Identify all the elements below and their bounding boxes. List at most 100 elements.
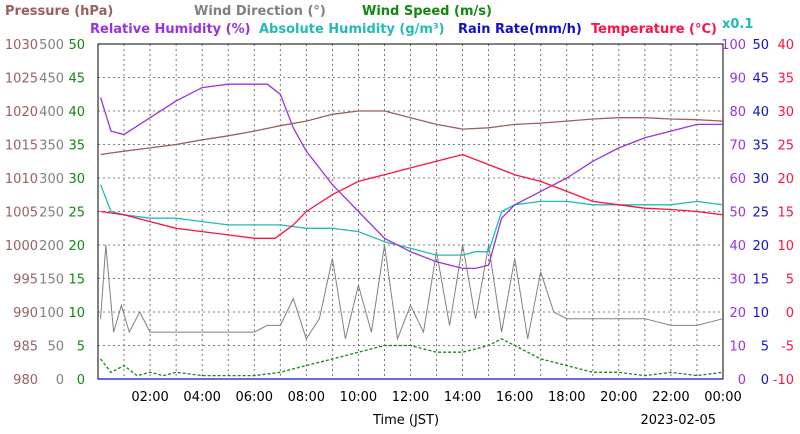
tick-label-humidity: 80 (729, 105, 746, 120)
tick-label-humidity: 50 (729, 206, 746, 221)
tick-label-rain_rate: 10 (752, 306, 769, 321)
axes-group: 1030102510201015101010051000995990985980… (5, 38, 794, 388)
tick-label-pressure: 990 (13, 306, 38, 321)
tick-label-wind_direction: 150 (39, 273, 64, 288)
tick-label-humidity: 100 (721, 38, 746, 53)
series-line-pressure (100, 110, 724, 156)
tick-label-pressure: 1005 (5, 206, 38, 221)
tick-label-humidity: 60 (729, 172, 746, 187)
tick-label-rain_rate: 20 (752, 239, 769, 254)
tick-label-wind_speed: 15 (68, 273, 85, 288)
tick-label-humidity: 90 (729, 72, 746, 87)
tick-label-humidity: 70 (729, 139, 746, 154)
series-group (98, 83, 724, 380)
tick-label-wind_speed: 25 (68, 206, 85, 221)
tick-label-temperature: 40 (777, 38, 794, 53)
tick-label-temperature: 5 (786, 273, 794, 288)
legend-entry: Pressure (hPa) (5, 4, 113, 19)
legend-entry: Wind Speed (m/s) (362, 4, 492, 19)
tick-label-temperature: 35 (777, 72, 794, 87)
tick-label-wind_speed: 20 (68, 239, 85, 254)
tick-label-wind_speed: 5 (77, 340, 85, 355)
date-label: 2023-02-05 (640, 413, 716, 428)
tick-label-pressure: 985 (13, 340, 38, 355)
tick-label-wind_speed: 50 (68, 38, 85, 53)
tick-label-wind_speed: 45 (68, 72, 85, 87)
x-tick-label: 06:00 (236, 390, 273, 405)
x-tick-label: 18:00 (548, 390, 585, 405)
x-axis-label: Time (JST) (372, 413, 439, 428)
series-line-humidity (99, 184, 724, 256)
tick-label-wind_speed: 0 (77, 373, 85, 388)
series-line-wind_direction (100, 244, 724, 341)
tick-label-pressure: 1000 (5, 239, 38, 254)
absolute-humidity-scale-note: x0.1 (722, 17, 753, 32)
tick-label-humidity: 40 (729, 239, 746, 254)
tick-label-rain_rate: 40 (752, 105, 769, 120)
tick-label-rain_rate: 30 (752, 172, 769, 187)
x-tick-label: 14:00 (444, 390, 481, 405)
x-tick-label: 16:00 (496, 390, 533, 405)
tick-label-temperature: -5 (781, 340, 794, 355)
tick-label-rain_rate: 0 (761, 373, 769, 388)
x-tick-label: 22:00 (652, 390, 689, 405)
x-tick-label: 04:00 (183, 390, 220, 405)
tick-label-pressure: 1015 (5, 139, 38, 154)
tick-label-wind_direction: 350 (39, 139, 64, 154)
tick-label-wind_direction: 450 (39, 72, 64, 87)
x-tick-label: 12:00 (392, 390, 429, 405)
tick-label-wind_speed: 40 (68, 105, 85, 120)
series-line-temperature (100, 153, 724, 239)
tick-label-humidity: 0 (738, 373, 746, 388)
series-line-humidity (99, 83, 723, 270)
x-tick-label: 00:00 (704, 390, 741, 405)
tick-label-temperature: 10 (777, 239, 794, 254)
tick-label-wind_direction: 100 (39, 306, 64, 321)
tick-label-temperature: 0 (786, 306, 794, 321)
tick-label-humidity: 30 (729, 273, 746, 288)
tick-label-rain_rate: 5 (761, 340, 769, 355)
tick-label-rain_rate: 25 (752, 206, 769, 221)
tick-label-temperature: 20 (777, 172, 794, 187)
tick-label-wind_direction: 50 (47, 340, 64, 355)
tick-label-wind_direction: 500 (39, 38, 64, 53)
tick-label-wind_speed: 35 (68, 139, 85, 154)
tick-label-wind_direction: 300 (39, 172, 64, 187)
tick-label-temperature: 15 (777, 206, 794, 221)
x-tick-label: 08:00 (288, 390, 325, 405)
tick-label-wind_speed: 30 (68, 172, 85, 187)
legend-entry: Wind Direction (°) (194, 4, 326, 19)
x-tick-label: 20:00 (600, 390, 637, 405)
tick-label-wind_direction: 0 (56, 373, 64, 388)
tick-label-wind_direction: 200 (39, 239, 64, 254)
tick-label-wind_speed: 10 (68, 306, 85, 321)
x-tick-label: 10:00 (340, 390, 377, 405)
tick-label-temperature: 30 (777, 105, 794, 120)
tick-label-temperature: 25 (777, 139, 794, 154)
tick-label-humidity: 10 (729, 340, 746, 355)
tick-label-rain_rate: 15 (752, 273, 769, 288)
legend-entry: Rain Rate(mm/h) (458, 22, 582, 37)
tick-label-wind_direction: 400 (39, 105, 64, 120)
tick-label-rain_rate: 50 (752, 38, 769, 53)
tick-label-pressure: 1025 (5, 72, 38, 87)
legend: Pressure (hPa) Wind Direction (°) Wind Spe… (5, 4, 753, 37)
tick-label-pressure: 1020 (5, 105, 38, 120)
legend-entry: Relative Humidity (%) (90, 22, 251, 37)
grid (98, 44, 723, 379)
tick-label-temperature: -10 (773, 373, 794, 388)
tick-label-rain_rate: 35 (752, 139, 769, 154)
tick-label-wind_direction: 250 (39, 206, 64, 221)
tick-label-humidity: 20 (729, 306, 746, 321)
x-tick-label: 02:00 (131, 390, 168, 405)
tick-label-rain_rate: 45 (752, 72, 769, 87)
series-line-wind_speed (100, 338, 724, 377)
tick-label-pressure: 980 (13, 373, 38, 388)
legend-entry: Absolute Humidity (g/m³) (259, 22, 445, 37)
tick-label-pressure: 995 (13, 273, 38, 288)
tick-label-pressure: 1030 (5, 38, 38, 53)
legend-entry: Temperature (°C) (591, 22, 717, 37)
x-axis: 02:00 04:00 06:00 08:00 10:00 12:00 14:00 16:00… (131, 390, 741, 428)
